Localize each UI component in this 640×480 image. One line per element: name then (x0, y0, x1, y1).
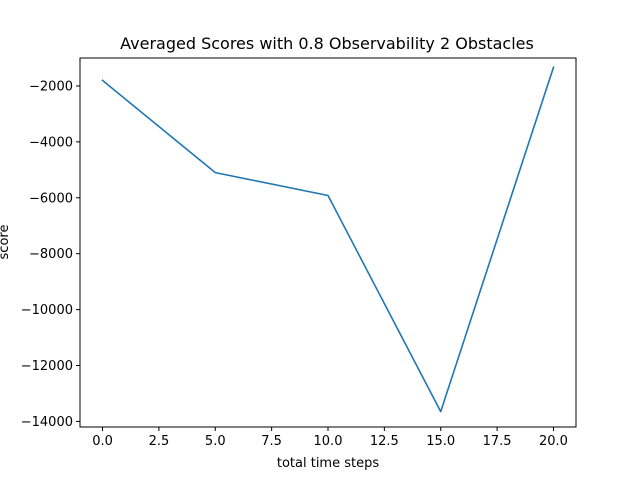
x-tick-label: 7.5 (261, 434, 282, 449)
y-tick-label: −12000 (21, 359, 73, 374)
y-tick-label: −6000 (29, 191, 73, 206)
y-tick-label: −10000 (21, 303, 73, 318)
y-tick-label: −4000 (29, 135, 73, 150)
series-line (101, 66, 555, 413)
y-axis-label: score (0, 225, 12, 260)
x-axis-ticks: 0.0 2.5 5.0 7.5 10.0 12.5 15.0 17.5 20.0 (92, 427, 568, 449)
plot-area (79, 57, 577, 428)
y-tick-label: −2000 (29, 79, 73, 94)
x-axis-label: total time steps (277, 456, 379, 471)
y-axis-ticks: −2000 −4000 −6000 −8000 −10000 −12000 −14000 (21, 79, 80, 430)
x-tick-label: 12.5 (370, 434, 399, 449)
y-tick-label: −14000 (21, 415, 73, 430)
x-tick-label: 2.5 (149, 434, 170, 449)
chart-title: Averaged Scores with 0.8 Observability 2… (120, 34, 534, 53)
x-tick-label: 17.5 (483, 434, 512, 449)
x-tick-label: 10.0 (314, 434, 343, 449)
x-tick-label: 0.0 (92, 434, 113, 449)
y-tick-label: −8000 (29, 247, 73, 262)
x-tick-label: 20.0 (539, 434, 568, 449)
x-tick-label: 15.0 (426, 434, 455, 449)
series-layer (101, 66, 555, 413)
x-tick-label: 5.0 (205, 434, 226, 449)
